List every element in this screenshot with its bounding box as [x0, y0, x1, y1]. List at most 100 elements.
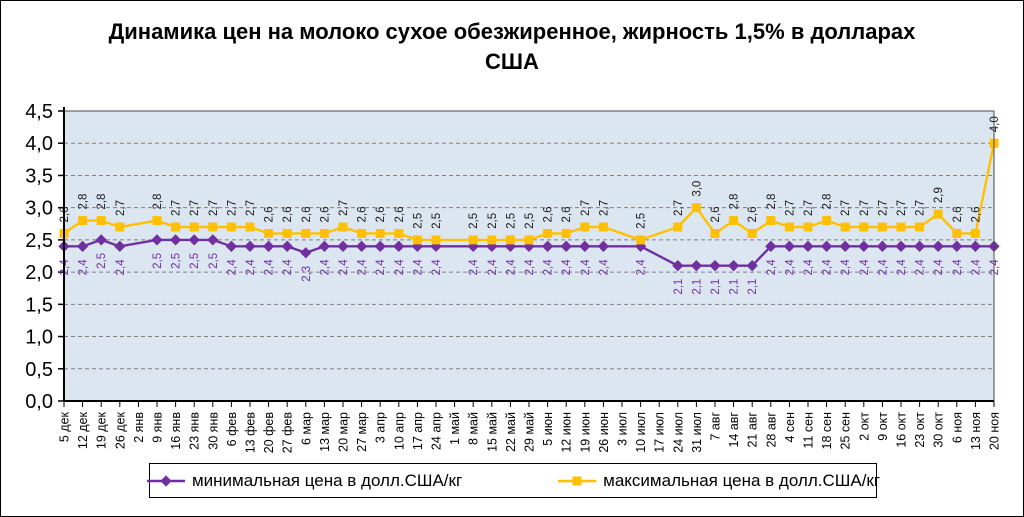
data-point-label: 2,4	[282, 259, 294, 276]
x-tick-label: 20 ноя	[988, 412, 1002, 450]
legend: минимальная цена в долл.США/кг максималь…	[146, 463, 880, 498]
data-point-label: 2,6	[301, 206, 313, 222]
x-tick-label: 25 сен	[839, 412, 853, 450]
data-point-label: 2,1	[673, 279, 685, 295]
x-tick-label: 17 апр	[411, 412, 425, 450]
legend-marker	[160, 474, 172, 487]
x-tick-label: 15 май	[485, 412, 499, 452]
data-point-label: 2,5	[171, 253, 183, 269]
data-point-marker	[820, 240, 833, 252]
x-tick-label: 26 июн	[597, 412, 611, 453]
data-point-label: 2,5	[208, 253, 220, 269]
data-point-label: 2,4	[580, 259, 592, 276]
legend-item-min: минимальная цена в долл.США/кг	[146, 471, 462, 491]
data-point-marker	[245, 222, 255, 232]
data-point-marker	[208, 222, 218, 232]
data-point-marker	[226, 222, 236, 232]
data-point-marker	[597, 240, 610, 252]
data-point-label: 2,7	[896, 200, 908, 216]
data-point-label: 2,4	[524, 259, 536, 276]
x-tick-label: 27 мар	[355, 412, 369, 452]
x-tick-label: 23 янв	[188, 412, 202, 450]
x-tick-label: 10 июл	[634, 412, 648, 453]
x-tick-label: 16 окт	[895, 412, 909, 448]
data-point-label: 2,4	[394, 259, 406, 276]
data-point-marker	[151, 234, 163, 246]
data-point-marker	[822, 216, 832, 226]
data-point-marker	[152, 216, 162, 226]
data-point-marker	[580, 222, 590, 232]
x-tick-label: 10 апр	[392, 412, 406, 450]
data-point-label: 2,7	[245, 200, 257, 216]
data-point-label: 2,4	[78, 259, 90, 276]
data-point-marker	[318, 240, 331, 252]
x-tick-label: 20 фев	[262, 412, 276, 454]
data-point-label: 2,4	[970, 259, 982, 276]
data-point-label: 3,0	[691, 181, 703, 197]
x-tick-label: 29 май	[523, 412, 537, 452]
data-point-marker	[394, 228, 404, 238]
x-tick-label: 20 мар	[337, 412, 351, 452]
data-point-marker	[225, 240, 238, 252]
data-point-marker	[412, 235, 422, 245]
y-tick-label: 1,0	[25, 327, 53, 349]
data-point-marker	[264, 228, 274, 238]
data-point-label: 2,4	[375, 259, 387, 276]
data-point-label: 2,7	[859, 200, 871, 216]
y-tick-label: 1,5	[25, 294, 53, 316]
plot-area	[64, 111, 994, 401]
data-point-marker	[803, 222, 813, 232]
data-point-label: 2,4	[338, 259, 350, 276]
data-point-label: 2,6	[710, 206, 722, 222]
data-point-label: 2,8	[78, 194, 90, 210]
data-point-label: 2,5	[189, 253, 201, 269]
data-point-marker	[282, 228, 292, 238]
data-point-label: 2,4	[319, 259, 331, 276]
data-point-label: 2,4	[822, 259, 834, 276]
y-tick-label: 4,0	[25, 133, 53, 155]
data-point-marker	[262, 240, 275, 252]
x-tick-label: 30 окт	[932, 412, 946, 448]
data-point-marker	[78, 216, 88, 226]
data-point-label: 2,8	[822, 194, 834, 210]
data-point-label: 2,4	[487, 259, 499, 276]
data-point-marker	[171, 222, 181, 232]
x-tick-label: 9 янв	[151, 412, 165, 443]
data-point-marker	[338, 222, 348, 232]
legend-label-min: минимальная цена в долл.США/кг	[191, 470, 463, 490]
data-point-label: 2,1	[729, 279, 741, 295]
data-point-label: 2,5	[505, 213, 517, 229]
data-point-marker	[487, 235, 497, 245]
data-point-marker	[301, 228, 311, 238]
data-point-marker	[710, 228, 720, 238]
x-tick-label: 21 авг	[746, 412, 760, 448]
data-point-label: 2,4	[245, 259, 257, 276]
data-point-marker	[727, 260, 740, 272]
data-point-label: 2,5	[96, 253, 108, 269]
max-series-swatch-icon	[558, 476, 597, 485]
chart-title: Динамика цен на молоко сухое обезжиренно…	[108, 19, 916, 74]
data-point-marker	[858, 240, 870, 252]
data-point-marker	[543, 228, 553, 238]
y-tick-label: 3,5	[25, 165, 53, 187]
data-point-label: 2,1	[747, 279, 759, 295]
x-tick-label: 31 июл	[690, 412, 704, 453]
x-tick-label: 23 окт	[913, 412, 927, 448]
data-point-label: 2,6	[543, 206, 555, 222]
x-tick-label: 27 фев	[281, 412, 295, 454]
data-point-label: 2,7	[840, 200, 852, 216]
data-point-label: 2,6	[970, 206, 982, 222]
data-point-marker	[933, 209, 943, 219]
data-point-marker	[839, 240, 851, 252]
data-point-marker	[244, 240, 256, 252]
legend-item-max: максимальная цена в долл.США/кг	[557, 471, 880, 491]
data-point-marker	[281, 240, 293, 252]
data-point-marker	[579, 240, 591, 252]
data-point-marker	[96, 216, 106, 226]
data-point-label: 2,7	[877, 200, 889, 216]
data-point-marker	[896, 222, 906, 232]
data-point-marker	[636, 235, 646, 245]
data-point-label: 2,5	[524, 213, 536, 229]
data-point-marker	[784, 222, 794, 232]
